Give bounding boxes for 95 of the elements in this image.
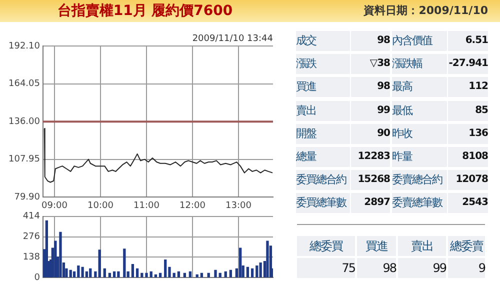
text: 98 [351,31,390,51]
text: 8108 [448,147,488,167]
x-tick-label: 13:00 [226,200,252,211]
chart-title: 台指賣權11月 履約價7600 [56,2,234,20]
text: 委賣總合約 [392,170,447,190]
text: 12283 [351,147,390,167]
y-tick-label: 79.90 [14,192,40,203]
text: 昨量 [392,147,447,167]
text: 漲跌幅 [392,54,447,74]
y-tick-label: 138 [22,252,40,263]
y-tick-label: 276 [22,232,40,242]
text: 2009/11/10 13:44 [192,34,274,44]
bar [54,240,57,278]
bar [140,272,144,278]
text: 資料日期：2009/11/10 [364,3,488,18]
text: 85 [448,100,488,121]
text: 委賣總筆數 [392,193,447,214]
text: 內含價值 [392,31,447,51]
bar [158,272,162,278]
text: 15268 [351,170,390,190]
text: 總委賣 [448,236,485,256]
bar [98,250,101,278]
bar [250,268,254,278]
text: 昨收 [392,124,447,144]
text: 99 [351,100,390,121]
text: 6.51 [448,31,488,51]
bar [150,271,152,278]
bar [59,232,62,278]
text: 開盤 [296,124,350,144]
x-tick-label: 11:00 [134,200,160,211]
bar [145,272,148,278]
x-tick-label: 12:00 [180,200,206,211]
y-tick-label: 0 [34,272,40,283]
bar [112,271,116,278]
bar [200,272,204,278]
text: 買進 [296,77,350,98]
bar [123,248,126,278]
bar [164,260,167,278]
x-tick-label: 09:00 [42,200,68,211]
text: 漲跌 [296,54,350,74]
bar [136,268,139,278]
bar [108,272,112,278]
text: 75 [297,258,355,278]
bar [246,266,250,278]
bar [117,271,120,278]
text: 12078 [448,170,488,190]
text: 委買總筆數 [296,193,350,214]
text: 賣出 [398,236,446,256]
text: 總量 [296,147,350,167]
bar [103,268,106,278]
bar [177,271,180,278]
bar [218,272,222,278]
bar [207,272,210,278]
text: ▽38 [351,54,390,74]
text: 9 [448,258,485,278]
bar [224,271,227,278]
text: 98 [357,258,396,278]
bar [131,264,134,278]
text: 2897 [351,193,390,214]
y-tick-label: 414 [22,212,40,222]
bar [183,272,186,278]
text: -27.941 [448,54,488,74]
bar [214,270,217,278]
bar [239,248,242,278]
x-tick-label: 10:00 [88,200,114,211]
bar [81,266,84,278]
text: 總委買 [297,236,355,256]
bar [154,274,158,278]
text: 賣出 [296,100,350,121]
text: 成交 [296,31,350,51]
y-tick-label: 192.10 [8,41,40,52]
text: 98 [351,77,390,98]
bar [85,271,88,278]
bar [196,274,198,278]
bar [229,270,232,278]
text: 136 [448,124,488,144]
text: 90 [351,124,390,144]
bar [89,268,92,278]
text: 最低 [392,100,447,121]
bar [77,265,80,278]
text: 買進 [357,236,396,256]
bar [259,262,262,278]
y-tick-label: 164.05 [8,79,40,90]
text: 最高 [392,77,447,98]
bar [266,240,269,278]
bar [256,265,258,278]
bar [69,270,72,278]
text: 委買總合約 [296,170,350,190]
y-tick-label: 107.95 [8,154,40,165]
y-tick-label: 136.00 [8,116,40,127]
text: 2543 [448,193,488,214]
text: 99 [398,258,446,278]
text: 112 [448,77,488,98]
bar [172,272,176,278]
bar [188,271,192,278]
